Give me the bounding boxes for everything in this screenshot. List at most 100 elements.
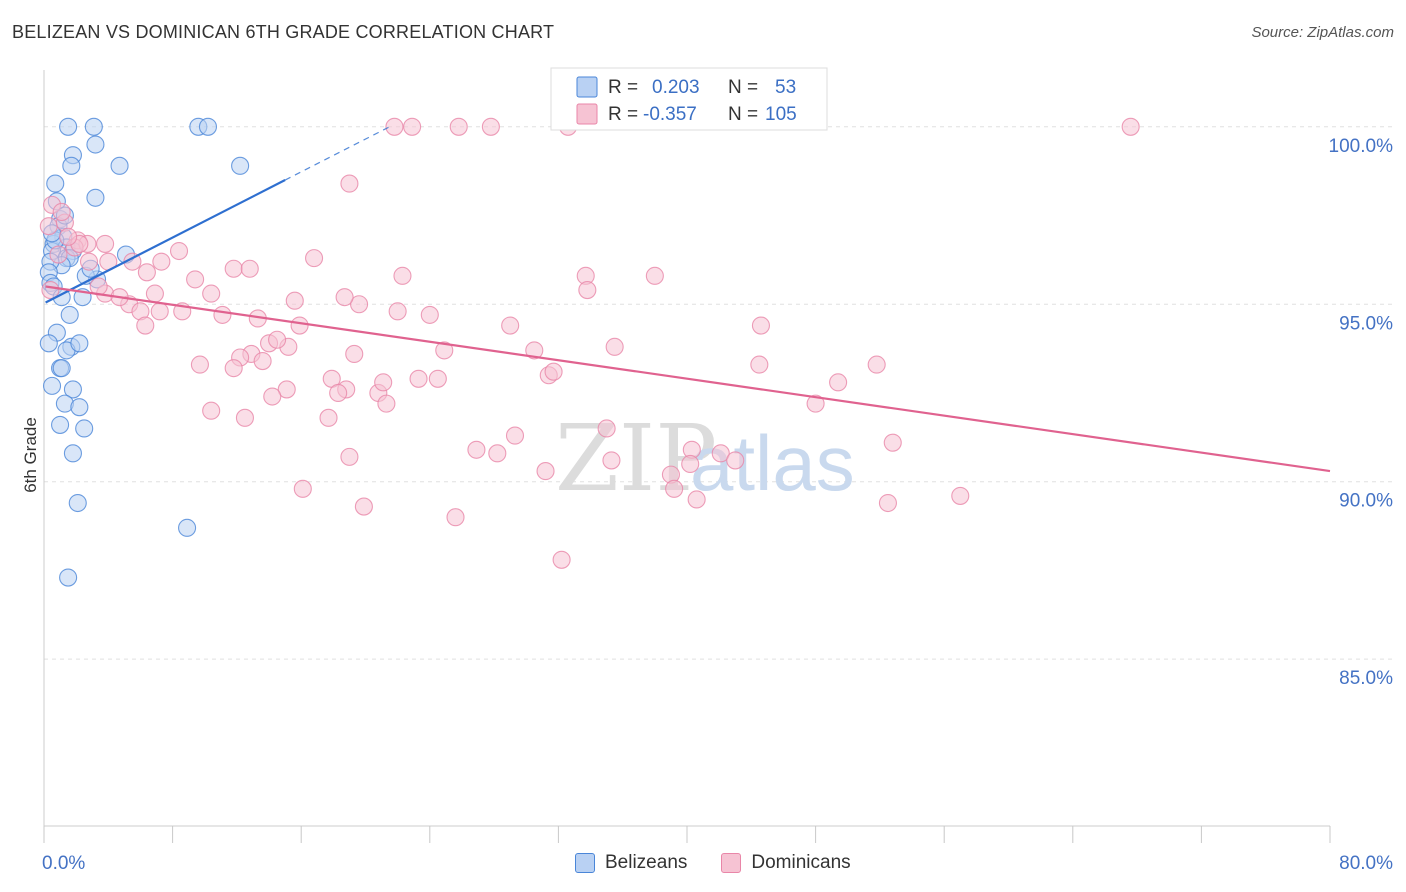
belizeans-point [178, 518, 197, 537]
dominicans-point [446, 508, 465, 527]
dominicans-point [136, 316, 155, 335]
dominicans-point [536, 462, 555, 481]
legend-swatch-belizeans [575, 853, 595, 873]
dominicans-point [335, 288, 354, 307]
dominicans-point [152, 252, 171, 271]
dominicans-point [340, 174, 359, 193]
dominicans-point [1121, 117, 1140, 136]
dominicans-point [240, 259, 259, 278]
dominicans-point [597, 419, 616, 438]
dominicans-point [525, 341, 544, 360]
dominicans-point [605, 337, 624, 356]
dominicans-point [867, 355, 886, 374]
dominicans-point [578, 281, 597, 300]
tick-labels: 100.0% 95.0% 90.0% 85.0% 0.0% 80.0% [42, 136, 1393, 874]
dominicans-point [393, 266, 412, 285]
dominicans-point [224, 359, 243, 378]
trend-lines [45, 126, 1331, 473]
legend-n-label: N = [728, 104, 758, 125]
dominicans-point [829, 373, 848, 392]
dominicans-point [409, 369, 428, 388]
y-tick-label: 90.0% [1339, 491, 1393, 512]
dominicans-point [319, 408, 338, 427]
dominicans-point [354, 497, 373, 516]
dominicans-point [186, 270, 205, 289]
watermark-atlas: atlas [690, 419, 855, 507]
belizeans-point [231, 156, 250, 175]
data-points [39, 117, 1140, 587]
belizeans-point [59, 117, 78, 136]
dominicans-point [293, 479, 312, 498]
belizeans-point [46, 174, 65, 193]
legend-r-value: 0.203 [652, 77, 700, 98]
belizeans-point [59, 568, 78, 587]
dominicans-point [59, 227, 78, 246]
belizeans-trend-line [45, 179, 286, 304]
legend-n-value: 105 [765, 104, 797, 125]
belizeans-point [62, 156, 81, 175]
dominicans-point [388, 302, 407, 321]
series-legend: Belizeans Dominicans [575, 852, 871, 874]
belizeans-point [84, 117, 103, 136]
dominicans-point [263, 387, 282, 406]
dominicans-point [374, 373, 393, 392]
belizeans-point [63, 380, 82, 399]
y-tick-label: 100.0% [1329, 136, 1394, 157]
dominicans-point [467, 440, 486, 459]
dominicans-point [552, 550, 571, 569]
belizeans-point [39, 334, 58, 353]
dominicans-point [681, 454, 700, 474]
dominicans-point [505, 426, 525, 445]
belizeans-point [68, 493, 87, 513]
legend-item-belizeans: Belizeans [575, 852, 687, 874]
legend-label-dominicans: Dominicans [751, 852, 851, 873]
dominicans-point [277, 380, 296, 399]
dominicans-point [79, 252, 99, 271]
dominicans-point [420, 305, 439, 324]
dominicans-point [253, 351, 272, 371]
dominicans-point [224, 259, 243, 278]
dominicans-point [726, 451, 745, 470]
dominicans-point [235, 408, 254, 427]
belizeans-point [110, 156, 129, 175]
dominicans-point [488, 444, 507, 463]
dominicans-point [602, 451, 621, 470]
dominicans-point [951, 486, 970, 505]
dominicans-point [268, 330, 287, 349]
dominicans-point [137, 263, 156, 282]
dominicans-point [169, 241, 189, 261]
dominicans-point [645, 266, 664, 285]
dominicans-point [806, 394, 825, 413]
legend-r-label: R = [608, 77, 638, 98]
dominicans-point [481, 117, 500, 136]
legend-r-value: -0.357 [643, 104, 697, 125]
stats-legend: R = 0.203 N = 53 R = -0.357 N = 105 [550, 67, 828, 131]
dominicans-point [202, 401, 221, 420]
belizeans-point [86, 188, 105, 207]
dominicans-point [329, 383, 348, 403]
dominicans-point [878, 493, 897, 513]
dominicans-point [202, 284, 221, 303]
dominicans-trend-line [45, 285, 1331, 473]
chart-title: BELIZEAN VS DOMINICAN 6TH GRADE CORRELAT… [12, 22, 555, 42]
x-tick-label: 0.0% [42, 853, 85, 874]
dominicans-point [52, 202, 71, 222]
y-tick-label: 95.0% [1339, 313, 1393, 334]
dominicans-point [39, 217, 58, 236]
belizeans-point [60, 305, 79, 324]
legend-swatch-dominicans [576, 103, 598, 125]
dominicans-point [544, 362, 563, 381]
dominicans-point [385, 117, 404, 136]
dominicans-point [150, 302, 169, 321]
belizeans-point [52, 359, 71, 378]
belizeans-trend-extension [284, 126, 390, 181]
belizeans-point [42, 376, 62, 395]
legend-label-belizeans: Belizeans [605, 852, 688, 873]
dominicans-point [285, 291, 304, 310]
dominicans-point [435, 341, 454, 360]
dominicans-point [403, 117, 422, 136]
legend-item-dominicans: Dominicans [721, 852, 851, 874]
dominicans-point [449, 117, 468, 136]
legend-swatch-belizeans [576, 76, 598, 98]
